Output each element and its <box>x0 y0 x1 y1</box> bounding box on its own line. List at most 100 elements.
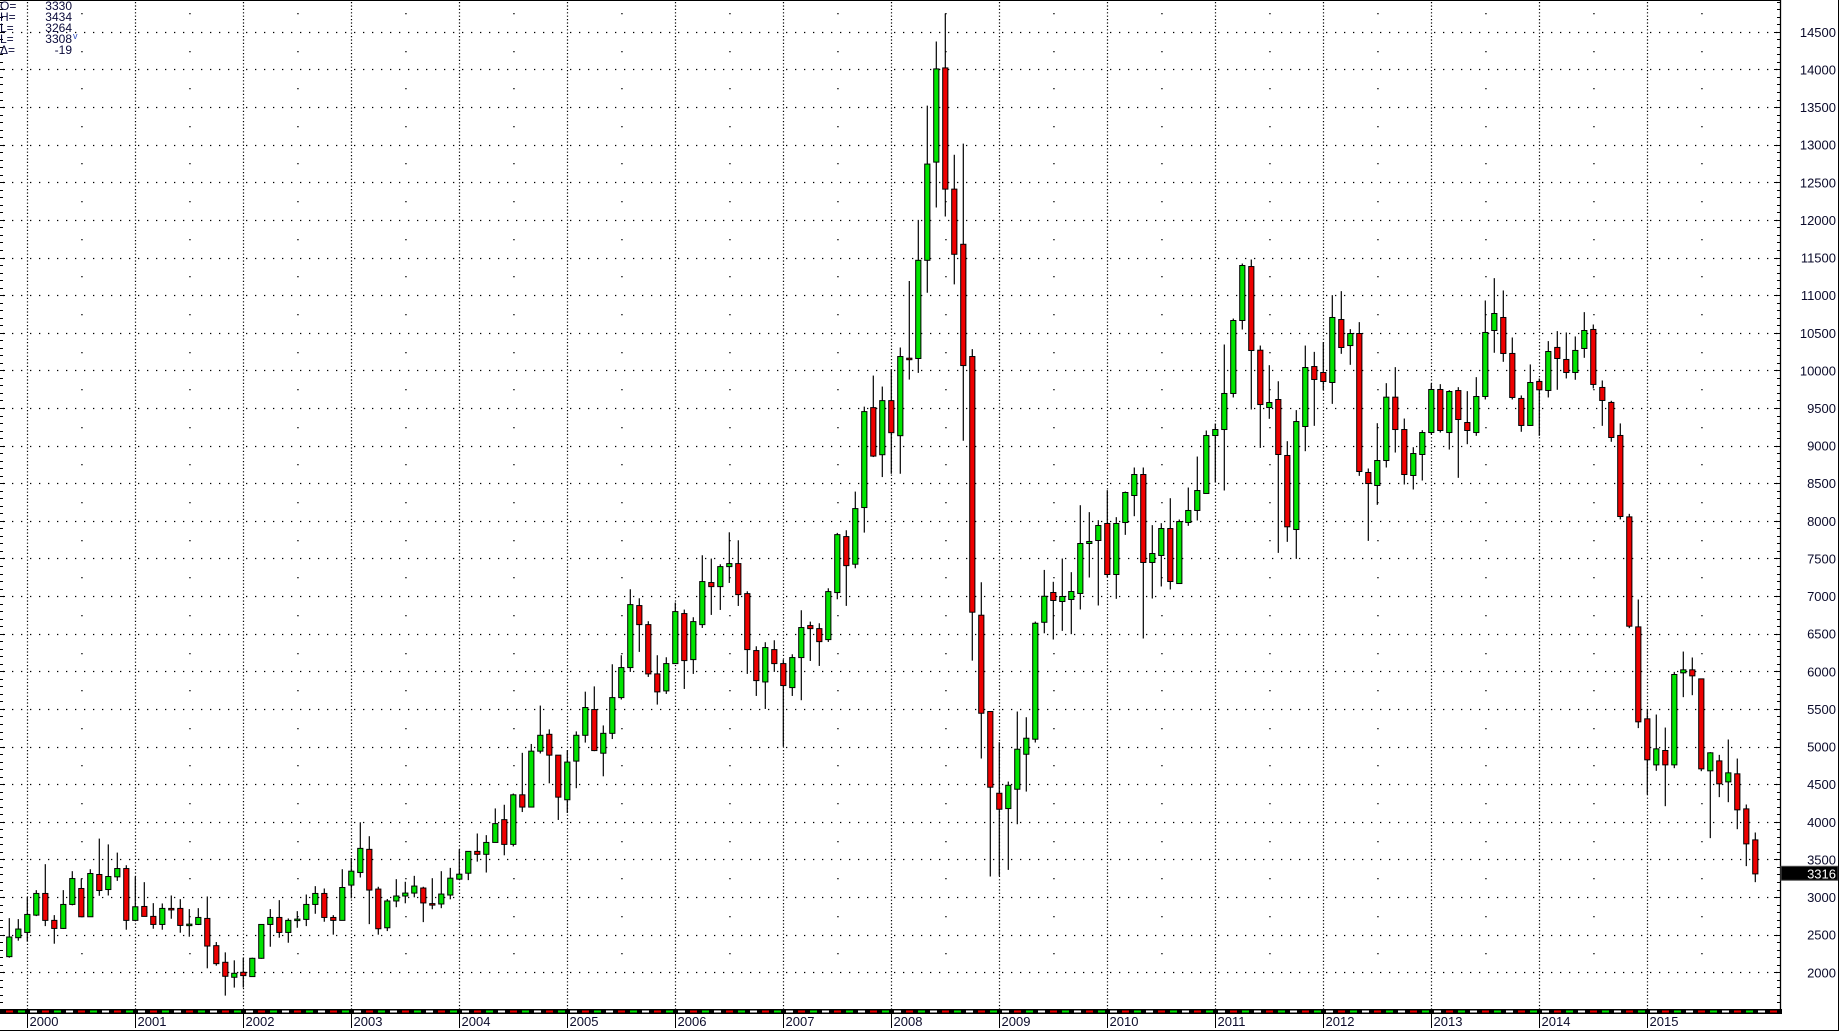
candle <box>330 915 337 935</box>
grid-dot <box>1053 464 1055 466</box>
time-strip-segment <box>702 1010 709 1013</box>
candle <box>420 886 427 923</box>
grid-dot <box>1161 803 1163 805</box>
candle-body-down <box>1500 316 1507 354</box>
time-strip-segment <box>966 1010 973 1013</box>
candle-body-down <box>1554 346 1561 359</box>
time-strip-segment <box>462 1010 469 1013</box>
time-strip-segment <box>1362 1010 1369 1013</box>
time-strip-segment <box>426 1010 433 1013</box>
grid-dot <box>1161 765 1163 767</box>
time-strip-segment <box>1446 1010 1453 1013</box>
grid-dot <box>1701 502 1703 504</box>
grid-dot <box>621 13 623 15</box>
time-strip-segment <box>126 1010 133 1013</box>
grid-dot <box>1269 51 1271 53</box>
candle-body-up <box>114 868 121 878</box>
candle-body-down <box>636 605 643 626</box>
x-tick-label: 2003 <box>354 1014 383 1029</box>
grid-dot <box>621 389 623 391</box>
time-strip-segment <box>1710 1010 1717 1013</box>
candle-body-down <box>1590 328 1597 385</box>
time-strip-segment <box>714 1010 721 1013</box>
grid-dot <box>1377 239 1379 241</box>
time-strip-segment <box>342 1010 349 1013</box>
grid-dot <box>1485 765 1487 767</box>
time-strip-segment <box>54 1010 61 1013</box>
grid-dot <box>621 464 623 466</box>
time-strip-segment <box>906 1010 913 1013</box>
candle-body-up <box>1014 748 1021 790</box>
grid-dot <box>1269 389 1271 391</box>
grid-dot <box>1593 803 1595 805</box>
grid-dot <box>1485 427 1487 429</box>
candle <box>429 878 436 910</box>
readout-label: L= <box>0 21 14 35</box>
grid-dot <box>1485 615 1487 617</box>
candle <box>771 640 778 672</box>
grid-dot <box>1485 690 1487 692</box>
candle <box>294 911 301 928</box>
grid-dot <box>1053 577 1055 579</box>
time-strip-segment <box>1734 1010 1741 1013</box>
candle <box>24 896 31 942</box>
grid-dot <box>945 51 947 53</box>
candle-body-up <box>1221 392 1228 431</box>
candle <box>51 915 58 944</box>
candle <box>564 750 571 814</box>
time-strip-segment <box>630 1010 637 1013</box>
grid-dot <box>1053 841 1055 843</box>
grid-dot <box>81 239 83 241</box>
grid-dot <box>1161 126 1163 128</box>
time-strip-segment <box>1530 1010 1537 1013</box>
candle-body-up <box>600 732 607 754</box>
grid-dot <box>1053 803 1055 805</box>
grid-dot <box>297 314 299 316</box>
grid-dot <box>1593 239 1595 241</box>
candle-body-down <box>177 907 184 926</box>
grid-dot <box>1485 126 1487 128</box>
time-strip-segment <box>1374 1010 1381 1013</box>
candle-body-up <box>1491 312 1498 332</box>
grid-dot <box>1593 916 1595 918</box>
grid-dot <box>513 953 515 955</box>
y-tick-label: 8500 <box>1807 476 1836 491</box>
grid-dot <box>405 690 407 692</box>
candle <box>744 591 751 674</box>
candle <box>1653 714 1660 771</box>
candle <box>879 386 886 478</box>
candle-body-up <box>852 508 859 565</box>
grid-dot <box>1485 728 1487 730</box>
grid-dot <box>1377 577 1379 579</box>
time-strip-segment <box>510 1010 517 1013</box>
candle-body-down <box>1608 401 1615 438</box>
candle <box>348 858 355 899</box>
candle <box>1518 395 1525 432</box>
grid-dot <box>81 13 83 15</box>
candle <box>105 844 112 896</box>
candle-body-down <box>780 663 787 687</box>
time-strip-segment <box>162 1010 169 1013</box>
candle-body-up <box>465 850 472 874</box>
candle-body-up <box>1095 525 1102 541</box>
candle-body-up <box>609 697 616 734</box>
candle <box>1491 278 1498 353</box>
readout-low: L= 3264 <box>0 21 90 35</box>
candle-body-down <box>501 819 508 845</box>
candle-body-up <box>1212 429 1219 437</box>
grid-dot <box>837 126 839 128</box>
candle <box>681 609 688 689</box>
grid-dot <box>1053 427 1055 429</box>
grid-dot <box>1161 502 1163 504</box>
candle <box>33 890 40 917</box>
grid-dot <box>405 427 407 429</box>
grid-dot <box>1053 389 1055 391</box>
time-strip-segment <box>438 1010 445 1013</box>
candle <box>510 793 517 847</box>
candle-body-up <box>717 566 724 588</box>
grid-dot <box>405 765 407 767</box>
time-strip-segment <box>1014 1010 1021 1013</box>
candle <box>1239 263 1246 330</box>
grid-dot <box>297 126 299 128</box>
